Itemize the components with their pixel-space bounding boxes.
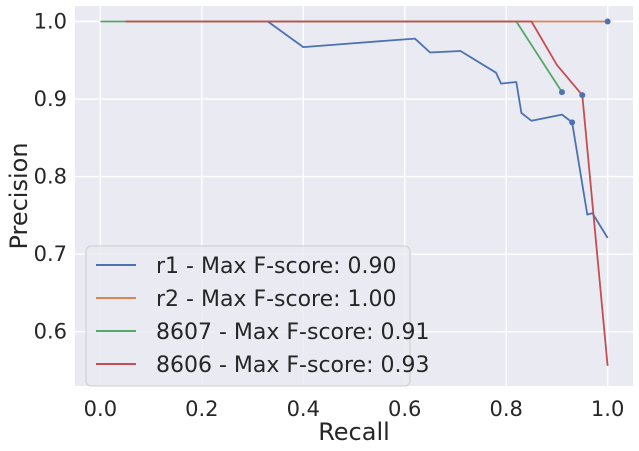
legend-entry: r1 - Max F-score: 0.90 xyxy=(156,254,397,279)
y-tick-label: 0.8 xyxy=(34,165,67,189)
y-tick-label: 1.0 xyxy=(34,10,67,34)
series-line-4 xyxy=(125,20,609,366)
legend-box xyxy=(85,245,411,387)
x-tick-label: 0.0 xyxy=(84,397,117,421)
legend-entry: r2 - Max F-score: 1.00 xyxy=(156,287,397,312)
max-f-score-point-3 xyxy=(558,89,565,96)
max-f-score-point-4 xyxy=(579,92,586,99)
y-tick-label: 0.7 xyxy=(34,242,67,266)
y-tick-label: 0.9 xyxy=(34,87,67,111)
x-axis: 0.0 0.2 0.4 0.6 0.8 1.0 xyxy=(84,397,625,421)
max-f-score-point-2 xyxy=(604,18,611,25)
y-axis-label: Precision xyxy=(5,142,33,249)
x-tick-label: 0.6 xyxy=(388,397,421,421)
series-layer xyxy=(100,18,611,366)
legend-entry: 8607 - Max F-score: 0.91 xyxy=(156,320,430,345)
y-tick-label: 0.6 xyxy=(34,320,67,344)
y-axis: 0.6 0.7 0.8 0.9 1.0 xyxy=(34,10,67,344)
x-axis-label: Recall xyxy=(318,418,390,446)
x-tick-label: 0.8 xyxy=(489,397,522,421)
max-f-score-point-1 xyxy=(569,119,576,126)
series-line-1 xyxy=(125,20,609,239)
x-tick-label: 0.2 xyxy=(185,397,218,421)
legend-entry: 8606 - Max F-score: 0.93 xyxy=(156,353,430,378)
x-tick-label: 0.4 xyxy=(287,397,320,421)
x-tick-label: 1.0 xyxy=(591,397,624,421)
legend: r1 - Max F-score: 0.90 r2 - Max F-score: … xyxy=(85,245,430,387)
